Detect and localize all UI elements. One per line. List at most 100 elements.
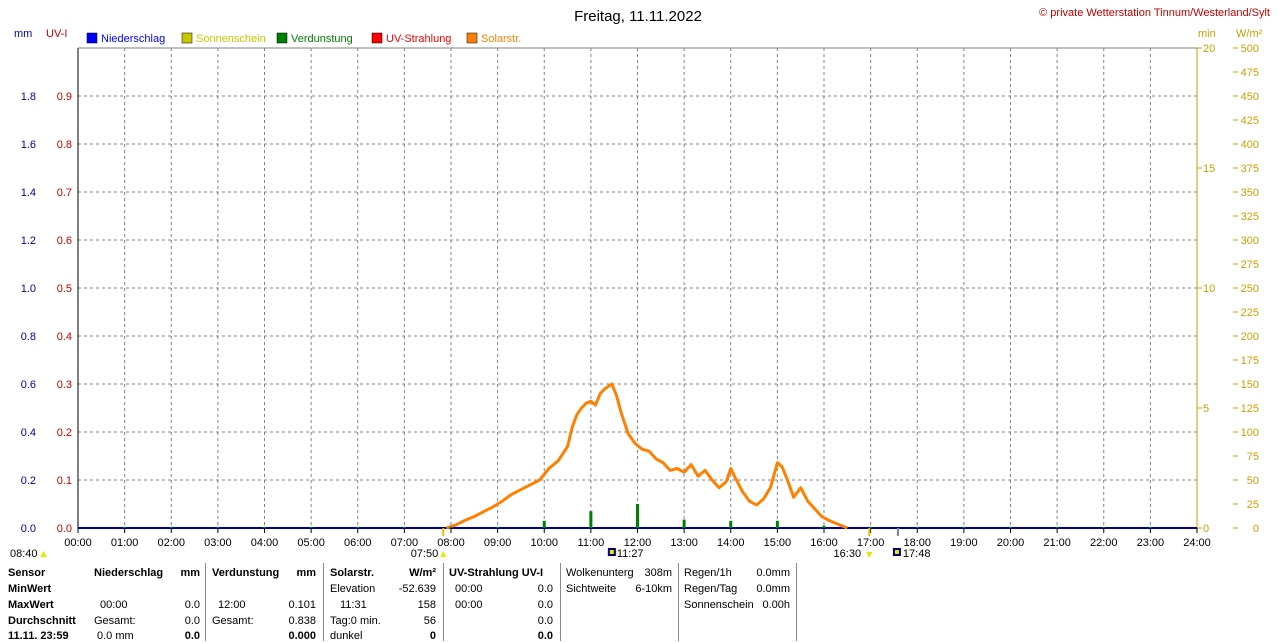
solar-tag-val: 56 — [423, 615, 436, 627]
sunset-icon — [866, 552, 873, 558]
tick-label-wm2: 300 — [1241, 235, 1259, 247]
tick-label-mm: 1.2 — [21, 235, 36, 247]
tick-label-hour: 18:00 — [903, 537, 931, 549]
unit-min: min — [1198, 28, 1216, 40]
tick-label-hour: 15:00 — [764, 537, 792, 549]
niederschlag-unit: mm — [180, 567, 200, 579]
divider — [560, 563, 561, 641]
tick-label-uv: 0.7 — [57, 187, 72, 199]
row-label-min: MinWert — [8, 583, 52, 595]
verdunstung-max-time: 12:00 — [218, 599, 246, 611]
noon-label: 11:27 — [617, 548, 644, 560]
tick-label-hour: 10:00 — [530, 537, 558, 549]
col-regen: Regen/1h 0.0mm Regen/Tag 0.0mm Sonnensch… — [684, 563, 790, 641]
tick-label-uv: 0.9 — [57, 91, 72, 103]
bar-verdunstung — [682, 519, 686, 528]
regen-tag-label: Regen/Tag — [684, 583, 738, 595]
tick-label-hour: 04:00 — [251, 537, 279, 549]
unit-mm: mm — [14, 28, 32, 40]
tick-label-hour: 12:00 — [624, 537, 652, 549]
tick-label-hour: 00:00 — [64, 537, 92, 549]
tick-label-hour: 02:00 — [157, 537, 185, 549]
unit-wm2: W/m² — [1236, 28, 1263, 40]
sunrise-left-icon — [40, 551, 47, 557]
sunrise-icon — [440, 551, 447, 557]
divider — [205, 563, 206, 641]
niederschlag-max-val: 0.0 — [184, 599, 200, 611]
weather-chart: Freitag, 11.11.2022 © private Wetterstat… — [10, 7, 1270, 560]
niederschlag-max-time: 00:00 — [100, 599, 128, 611]
sunrise-label: 07:50 — [411, 548, 439, 560]
tick-label-wm2: 450 — [1241, 91, 1259, 103]
bar-verdunstung — [1148, 526, 1152, 528]
tick-label-hour: 13:00 — [670, 537, 698, 549]
tick-label-uv: 0.6 — [57, 235, 72, 247]
tick-label-mm: 0.2 — [21, 475, 36, 487]
tick-label-hour: 09:00 — [484, 537, 512, 549]
tick-label-mm: 1.6 — [21, 139, 36, 151]
col-uv: UV-Strahlung UV-I 00:00 0.0 00:00 0.0 0.… — [449, 563, 553, 642]
col-solar: Solarstr. W/m² Elevation -52.639 11:31 1… — [330, 563, 436, 642]
tick-label-wm2: 100 — [1241, 427, 1259, 439]
verdunstung-gesamt-val: 0.838 — [288, 615, 316, 627]
verdunstung-gesamt-label: Gesamt: — [212, 615, 254, 627]
tick-label-min: 5 — [1203, 403, 1209, 415]
tick-label-wm2: 175 — [1241, 355, 1259, 367]
legend-label-niederschlag: Niederschlag — [101, 33, 165, 45]
col-wolken: Wolkenunterg 308m Sichtweite 6-10km — [566, 563, 672, 641]
tick-label-min: 20 — [1203, 43, 1215, 55]
niederschlag-gesamt-val: 0.0 — [184, 615, 200, 627]
tick-label-mm: 0.6 — [21, 379, 36, 391]
row-label-avg: Durchschnitt — [8, 615, 76, 627]
bar-verdunstung — [216, 526, 220, 528]
tick-label-mm: 0.8 — [21, 331, 36, 343]
bar-verdunstung — [263, 526, 266, 528]
tick-label-wm2: 475 — [1241, 67, 1259, 79]
legend-label-solar: Solarstr. — [481, 33, 521, 45]
col-sensor: Sensor MinWert MaxWert Durchschnitt 11.1… — [8, 563, 88, 642]
bar-verdunstung — [496, 526, 500, 528]
divider — [323, 563, 324, 641]
niederschlag-last-num: 0.0 — [184, 630, 200, 642]
bar-verdunstung — [542, 520, 546, 528]
tick-label-hour: 23:00 — [1137, 537, 1165, 549]
tick-label-hour: 17:00 — [857, 537, 885, 549]
legend-swatch-niederschlag — [86, 32, 98, 44]
row-label-sensor: Sensor — [8, 567, 46, 579]
tick-label-wm2: 50 — [1247, 475, 1259, 487]
tick-label-hour: 19:00 — [950, 537, 978, 549]
dusk-label: 17:48 — [903, 548, 931, 560]
grid-lines — [78, 48, 1197, 528]
tick-label-wm2: 325 — [1241, 211, 1259, 223]
bar-verdunstung — [729, 520, 733, 528]
tick-label-min: 0 — [1203, 523, 1209, 535]
solar-elev-label: Elevation — [330, 583, 376, 595]
tick-label-wm2: 125 — [1241, 403, 1259, 415]
tick-label-mm: 1.0 — [21, 283, 36, 295]
verdunstung-header: Verdunstung — [212, 567, 280, 579]
tick-label-uv: 0.8 — [57, 139, 72, 151]
unit-uv: UV-I — [46, 28, 67, 40]
tick-label-min: 15 — [1203, 163, 1215, 175]
uv-avg-val: 0.0 — [537, 615, 553, 627]
tick-label-hour: 06:00 — [344, 537, 372, 549]
bar-verdunstung — [1102, 526, 1106, 528]
tick-label-uv: 0.3 — [57, 379, 72, 391]
series-line-solar — [445, 382, 848, 530]
tick-label-hour: 20:00 — [997, 537, 1025, 549]
uv-max-time: 00:00 — [455, 599, 483, 611]
solar-dunkel-label: dunkel — [330, 630, 363, 642]
bar-verdunstung — [449, 526, 453, 528]
bar-verdunstung — [1055, 526, 1059, 528]
sonnenschein-label: Sonnenschein — [684, 599, 754, 611]
tick-label-hour: 08:00 — [437, 537, 465, 549]
solar-header: Solarstr. — [330, 567, 375, 579]
tick-label-uv: 0.4 — [57, 331, 72, 343]
sonnenschein-val: 0.00h — [762, 599, 790, 611]
tick-label-min: 10 — [1203, 283, 1215, 295]
solar-unit: W/m² — [409, 567, 436, 579]
tick-label-wm2: 500 — [1241, 43, 1259, 55]
solar-elev-val: -52.639 — [398, 583, 436, 595]
bar-verdunstung — [309, 526, 313, 528]
copyright-text: © private Wetterstation Tinnum/Westerlan… — [1039, 7, 1270, 19]
